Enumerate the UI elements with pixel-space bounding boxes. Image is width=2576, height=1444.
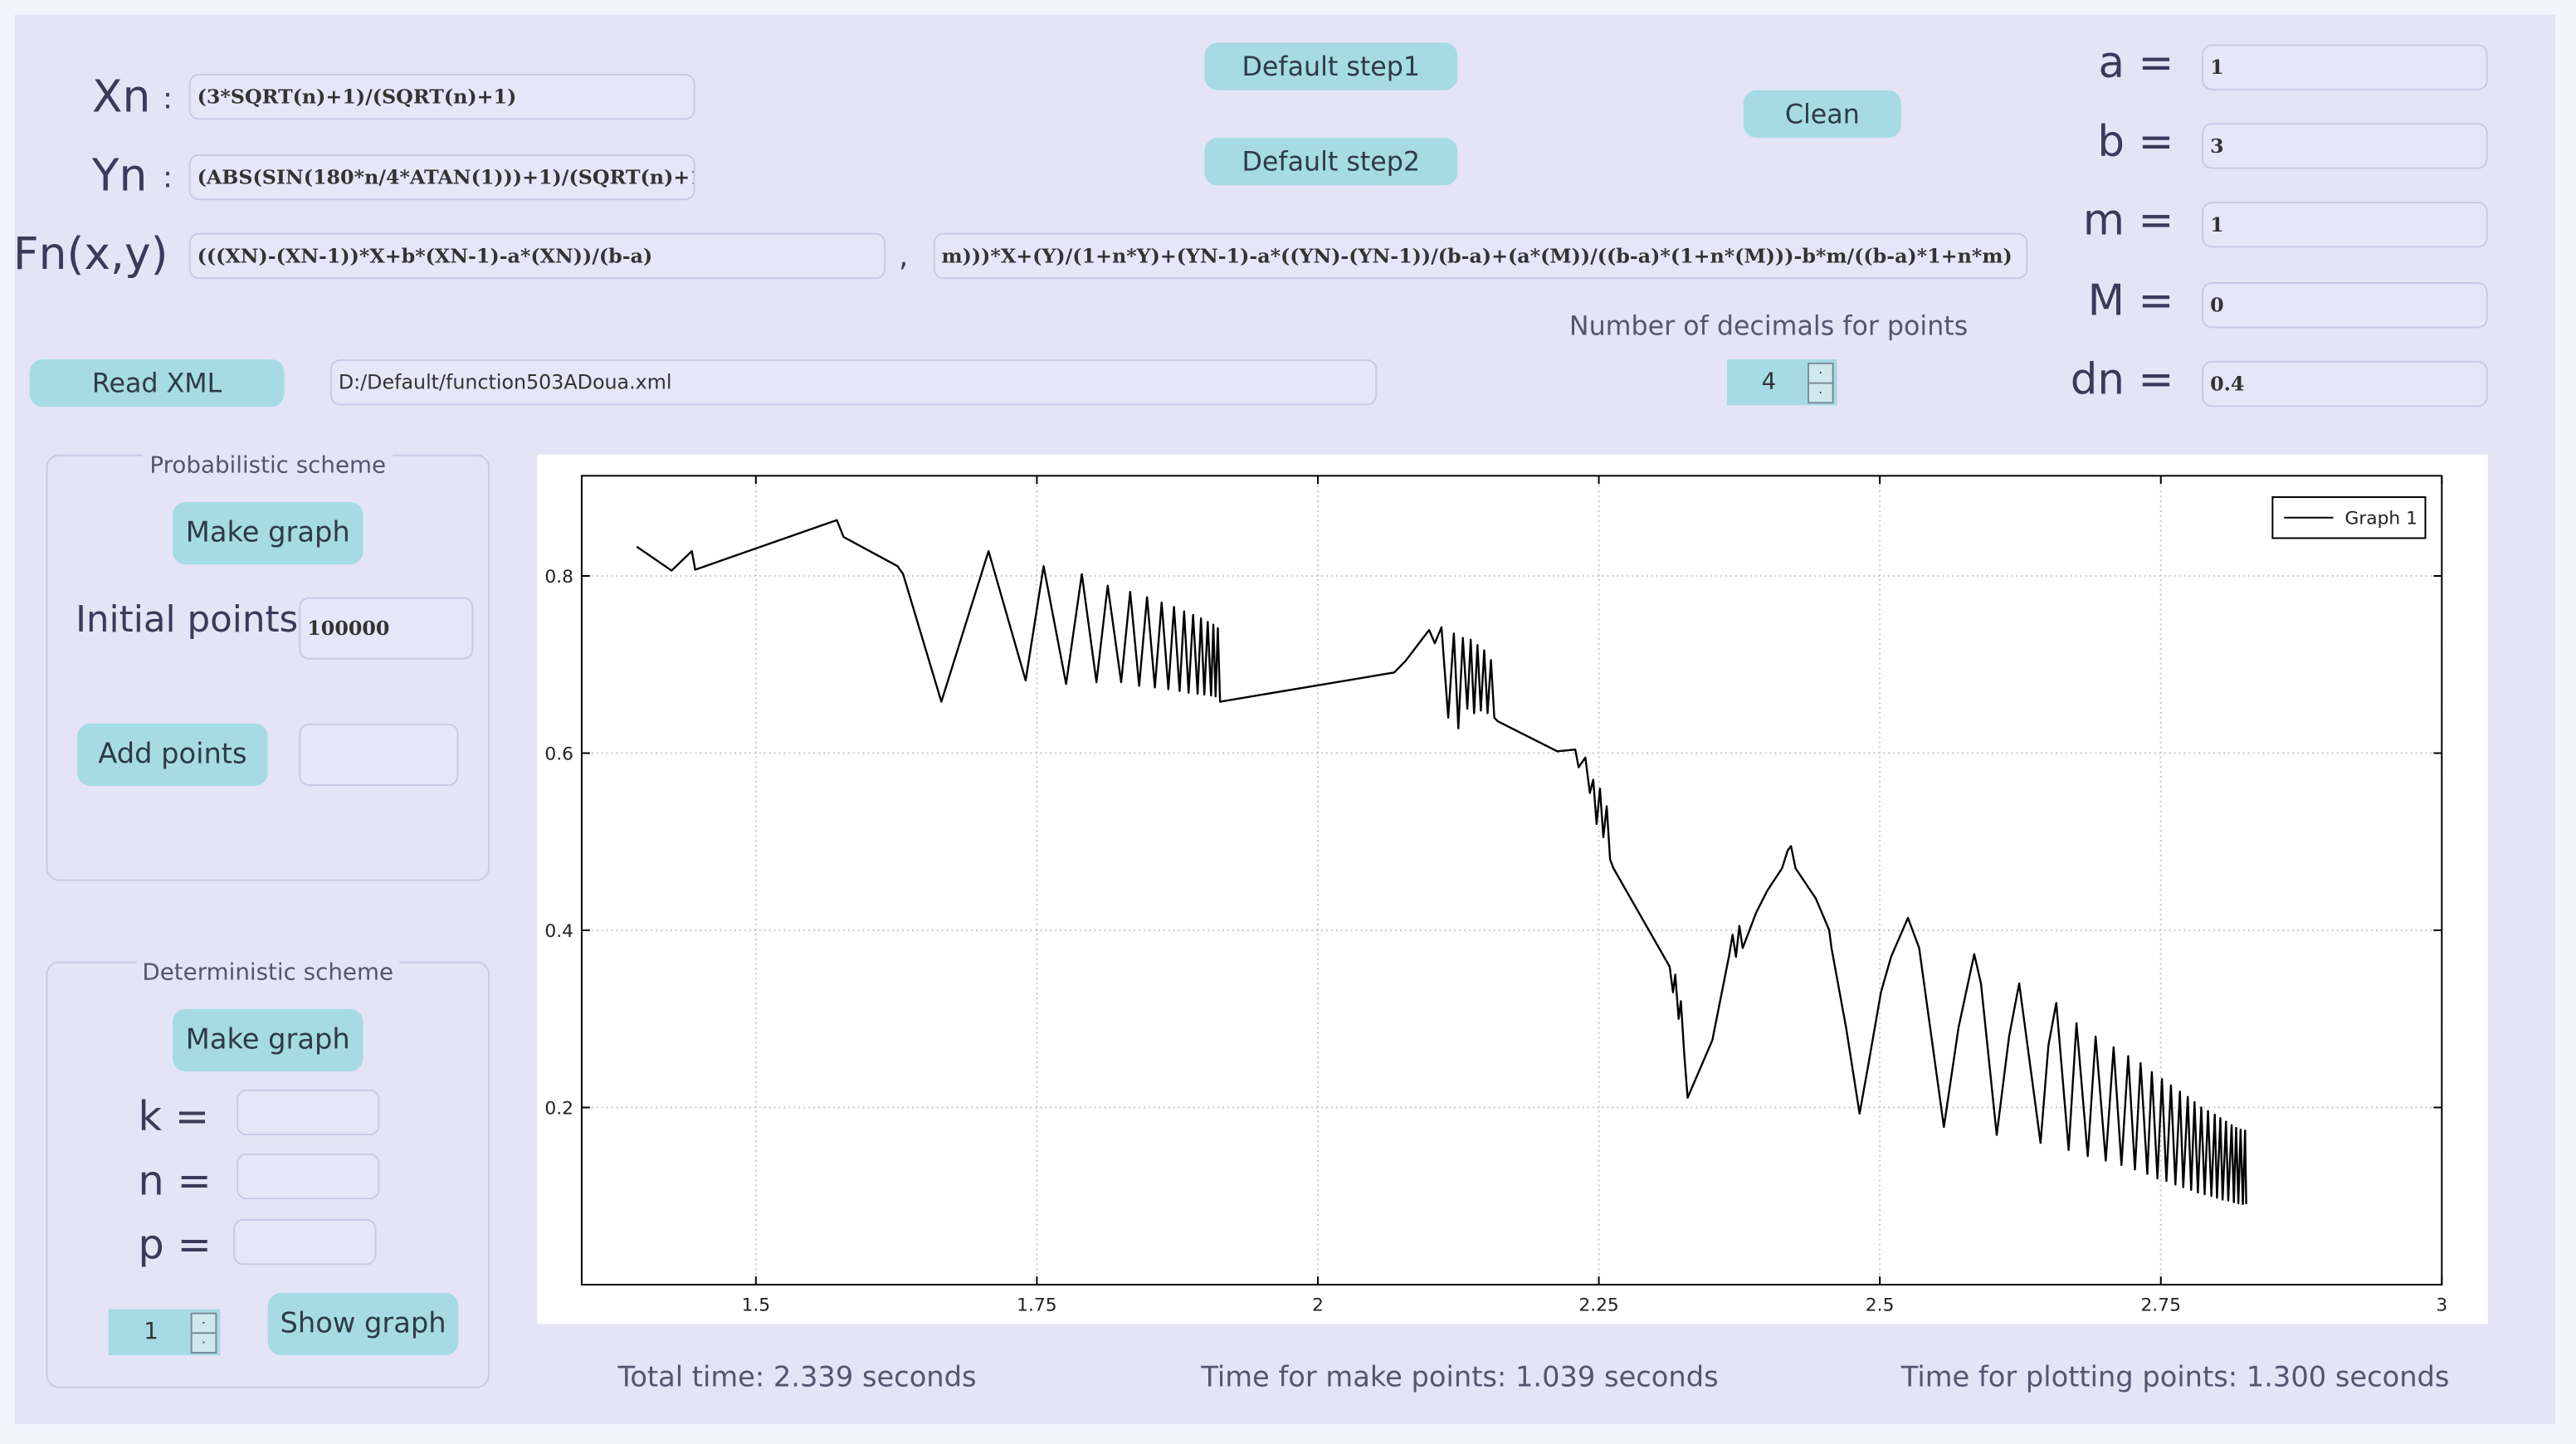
default-step1-button[interactable]: Default step1 [1204,42,1458,90]
x-tick-label: 2.5 [1866,1295,1895,1316]
k-label: k = [138,1092,210,1141]
y-tick-label: 0.8 [544,567,573,588]
data-line [636,519,2247,1206]
group-title: Deterministic scheme [47,959,488,987]
spin-down[interactable]: · [1808,382,1834,404]
probabilistic-group: Probabilistic scheme [46,452,490,881]
chart: 1.5 1.75 2 2.25 2.5 2.75 3 0.2 0.4 0.6 0.8 Graph 1 [544,475,2447,1316]
default-step2-button[interactable]: Default step2 [1204,138,1458,186]
group-title: Probabilistic scheme [47,452,488,480]
comma: , [899,239,909,275]
y-tick-label: 0.2 [544,1098,573,1119]
x-tick-label: 1.5 [742,1295,771,1316]
y-tick-label: 0.4 [544,921,573,942]
parameter-label: m = [2082,198,2174,247]
xml-path-input[interactable]: D:/Default/function503ADoua.xml [329,359,1378,406]
make-graph-button[interactable]: Make graph [172,501,363,565]
decimals-label: Number of decimals for points [1569,310,1969,342]
parameter-input[interactable]: 1 [2202,44,2488,90]
n-input[interactable] [237,1153,380,1200]
parameter-label: dn = [2070,355,2174,405]
spin-value: 1 [144,1319,159,1346]
spin-up[interactable]: · [1808,362,1834,384]
plot-frame [580,475,2443,1285]
parameter-input[interactable]: 3 [2202,123,2488,170]
p-input[interactable] [233,1218,377,1266]
xn-input[interactable]: (3*SQRT(n)+1)/(SQRT(n)+1) [188,73,695,120]
read-xml-button[interactable]: Read XML [29,359,285,407]
add-points-button[interactable]: Add points [77,723,268,786]
parameter-label: b = [2097,118,2174,168]
separator: : [163,81,173,117]
x-tick-label: 3 [2436,1295,2447,1316]
initial-points-input[interactable]: 100000 [299,597,474,660]
add-points-input[interactable] [299,723,459,786]
group-title-text: Probabilistic scheme [143,452,393,480]
legend-label: Graph 1 [2344,509,2417,529]
spin-up[interactable]: · [190,1312,217,1334]
total-time: Total time: 2.339 seconds [617,1361,977,1395]
fn-input-2[interactable]: m)))*X+(Y)/(1+n*Y)+(YN-1)-a*((YN)-(YN-1)… [933,232,2028,280]
yn-label: Yn [91,150,148,202]
show-graph-button[interactable]: Show graph [267,1292,459,1356]
make-graph-button[interactable]: Make graph [172,1008,363,1071]
x-tick-label: 1.75 [1017,1295,1056,1316]
legend-box [2271,496,2427,539]
k-input[interactable] [237,1089,380,1136]
p-label: p = [138,1220,212,1269]
fn-label: Fn(x,y) [12,229,168,281]
xn-label: Xn [91,71,151,124]
parameter-label: a = [2098,39,2174,89]
x-tick-label: 2 [1312,1295,1324,1316]
spin-down[interactable]: · [190,1332,217,1354]
chart-area: 1.5 1.75 2 2.25 2.5 2.75 3 0.2 0.4 0.6 0.8 Graph 1 [537,454,2488,1324]
yn-input[interactable]: (ABS(SIN(180*n/4*ATAN(1)))+1)/(SQRT(n)+1… [188,154,695,201]
n-label: n = [138,1156,212,1205]
graph-spinbox[interactable]: 1 · · [108,1309,221,1356]
decimals-value: 4 [1761,368,1777,396]
make-time: Time for make points: 1.039 seconds [1201,1361,1719,1395]
deterministic-group: Deterministic scheme [46,959,490,1388]
decimals-spinbox[interactable]: 4 · · [1726,359,1837,406]
y-tick-label: 0.6 [544,744,573,764]
initial-points-label: Initial points: [76,600,310,642]
parameter-label: M = [2087,276,2174,326]
parameter-input[interactable]: 1 [2202,202,2488,249]
separator: : [163,160,173,196]
plot-time: Time for plotting points: 1.300 seconds [1900,1361,2450,1395]
x-tick-label: 2.25 [1578,1295,1618,1316]
group-title-text: Deterministic scheme [135,959,400,987]
parameter-input[interactable]: 0 [2202,281,2488,328]
parameter-input[interactable]: 0.4 [2202,360,2488,407]
clean-button[interactable]: Clean [1743,90,1901,139]
x-tick-label: 2.75 [2140,1295,2180,1316]
fn-input-1[interactable]: (((XN)-(XN-1))*X+b*(XN-1)-a*(XN))/(b-a) [188,232,886,280]
